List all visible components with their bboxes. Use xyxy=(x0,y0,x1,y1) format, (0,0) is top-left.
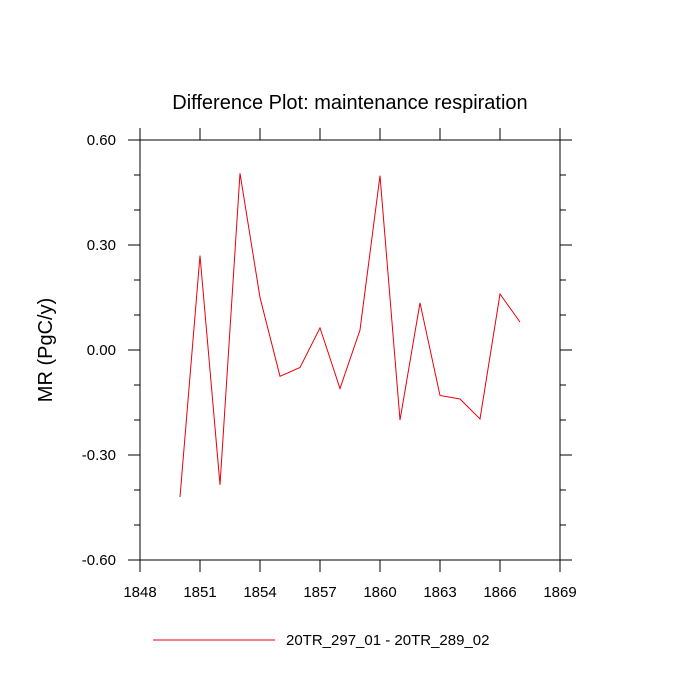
x-tick-label: 1863 xyxy=(423,584,456,601)
series-layer xyxy=(179,173,521,498)
minor-ticks xyxy=(134,174,566,526)
y-axis: -0.60 -0.30 0.00 0.30 0.60 xyxy=(82,132,572,569)
series-line xyxy=(179,173,521,498)
x-tick-label: 1848 xyxy=(123,584,156,601)
x-tick-label: 1851 xyxy=(183,584,216,601)
x-tick-label: 1857 xyxy=(303,584,336,601)
legend: 20TR_297_01 - 20TR_289_02 xyxy=(153,632,489,649)
y-tick-label: -0.30 xyxy=(82,447,116,464)
y-tick-label: 0.30 xyxy=(87,237,116,254)
x-axis: 1848 1851 1854 1857 1860 1863 1866 1869 xyxy=(123,128,577,601)
y-tick-label: 0.00 xyxy=(87,342,116,359)
x-tick-label: 1869 xyxy=(543,584,576,601)
x-tick-label: 1866 xyxy=(483,584,516,601)
x-tick-label: 1854 xyxy=(243,584,276,601)
plot-frame xyxy=(139,139,561,561)
y-axis-label: MR (PgC/y) xyxy=(35,298,57,402)
x-tick-label: 1860 xyxy=(363,584,396,601)
legend-label: 20TR_297_01 - 20TR_289_02 xyxy=(286,632,489,649)
y-tick-label: -0.60 xyxy=(82,552,116,569)
chart-title: Difference Plot: maintenance respiration xyxy=(172,92,527,114)
y-tick-label: 0.60 xyxy=(87,132,116,149)
